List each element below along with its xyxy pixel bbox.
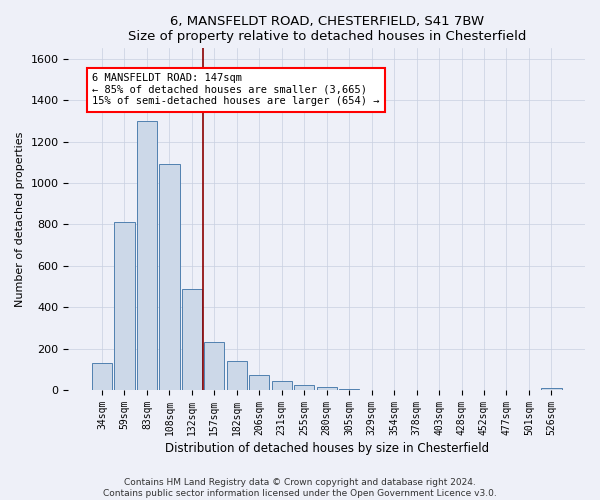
Bar [115,222,134,390]
X-axis label: Distribution of detached houses by size in Chesterfield: Distribution of detached houses by size … [164,442,489,455]
Bar [182,288,202,390]
Bar [159,164,179,390]
Bar [317,387,337,390]
Bar [272,381,292,390]
Bar [227,361,247,390]
Bar [249,374,269,390]
Text: Contains HM Land Registry data © Crown copyright and database right 2024.
Contai: Contains HM Land Registry data © Crown c… [103,478,497,498]
Bar [137,121,157,390]
Bar [204,342,224,390]
Y-axis label: Number of detached properties: Number of detached properties [15,132,25,307]
Bar [92,363,112,390]
Bar [339,389,359,390]
Title: 6, MANSFELDT ROAD, CHESTERFIELD, S41 7BW
Size of property relative to detached h: 6, MANSFELDT ROAD, CHESTERFIELD, S41 7BW… [128,15,526,43]
Bar [294,385,314,390]
Text: 6 MANSFELDT ROAD: 147sqm
← 85% of detached houses are smaller (3,665)
15% of sem: 6 MANSFELDT ROAD: 147sqm ← 85% of detach… [92,73,379,106]
Bar [541,388,562,390]
